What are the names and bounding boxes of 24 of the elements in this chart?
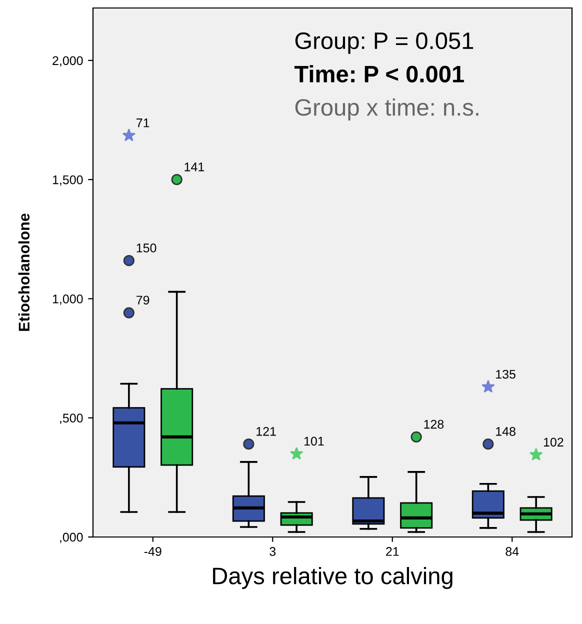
x-tick-label: 3 [270,547,276,556]
annotation: 121 [256,427,276,436]
y-tick-label: 2,000 [52,56,83,67]
annotation: 79 [136,296,150,305]
annotation: 141 [184,162,204,172]
x-tick-label: -49 [144,547,162,556]
x-axis-title: Days relative to calving [213,566,452,590]
y-tick-label: ,000 [60,532,83,544]
y-tick-label: 1,000 [52,294,83,305]
annotation: 150 [136,244,156,252]
annotation: 148 [496,427,516,436]
y-tick-label: 1,500 [52,175,83,186]
annotation: 101 [304,436,324,446]
annotation: Group x time: n.s. [295,98,478,120]
annotation: 71 [136,118,150,128]
y-axis-title: Etiocholanolone [18,214,30,331]
annotation: 102 [544,438,564,447]
x-tick-label: 21 [386,547,399,556]
annotation: Group: P = 0.051 [295,32,474,54]
annotation: Time: P < 0.001 [294,65,464,82]
annotation: 128 [424,420,444,429]
y-tick-label: ,500 [60,414,83,424]
x-tick-label: 84 [506,547,519,556]
annotation: 135 [496,370,516,379]
